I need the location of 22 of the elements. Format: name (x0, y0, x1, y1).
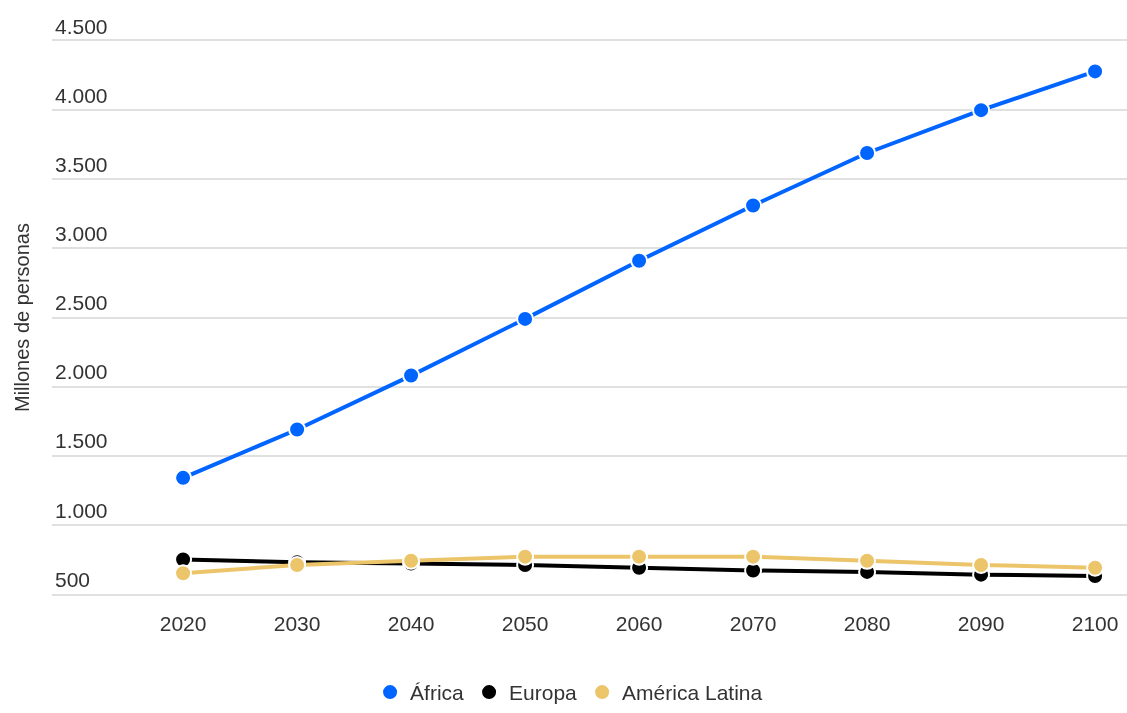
x-tick-label: 2070 (729, 612, 777, 636)
y-tick-label: 3.500 (55, 152, 108, 176)
x-tick-label: 2020 (159, 612, 207, 636)
x-tick-label: 2090 (957, 612, 1005, 636)
legend-label: América Latina (622, 681, 763, 705)
y-tick-label: 2.500 (55, 291, 108, 315)
y-tick-label: 500 (55, 567, 91, 591)
legend-label: Europa (509, 681, 578, 705)
x-tick-label: 2040 (387, 612, 435, 636)
x-tick-label: 2050 (501, 612, 549, 636)
x-tick-label: 2030 (273, 612, 321, 636)
y-tick-label: 4.500 (55, 14, 108, 38)
x-tick-label: 2080 (843, 612, 891, 636)
y-tick-label: 4.000 (55, 83, 108, 107)
legend-label: África (410, 681, 465, 705)
x-tick-label: 2060 (615, 612, 663, 636)
y-tick-label: 1.500 (55, 429, 108, 453)
y-tick-label: 2.000 (55, 360, 108, 384)
y-axis-title: Millones de personas (10, 223, 33, 412)
y-tick-label: 1.000 (55, 498, 108, 522)
y-tick-label: 3.000 (55, 222, 108, 246)
x-tick-label: 2100 (1071, 612, 1119, 636)
